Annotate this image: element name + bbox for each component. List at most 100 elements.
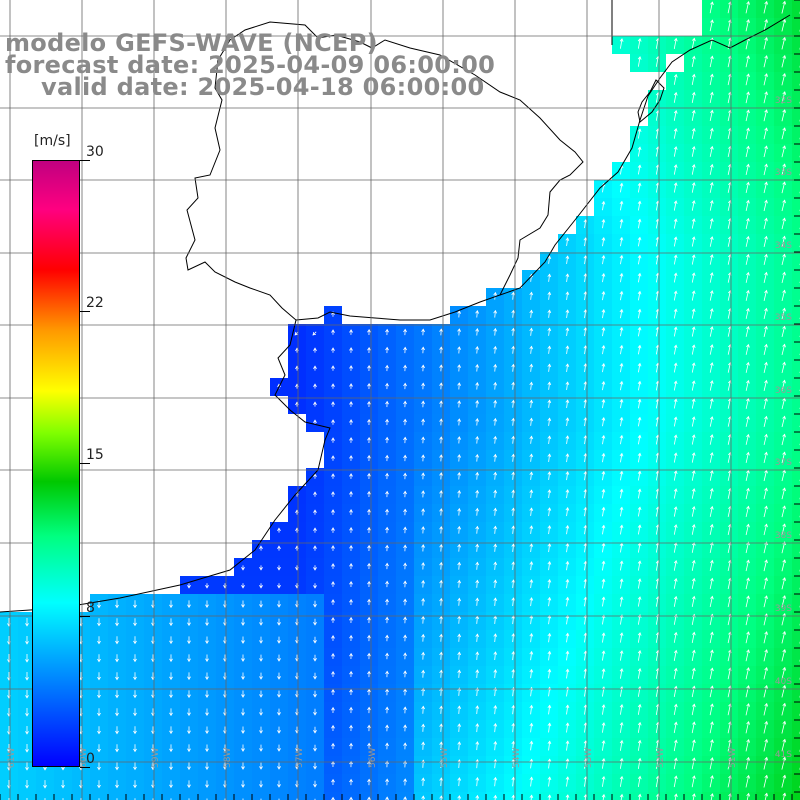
wind-arrow-head [313,640,317,644]
wind-arrow [476,346,478,354]
wind-arrow-head [565,489,570,493]
speed-cell [792,540,800,558]
wind-arrow-head [746,577,750,582]
wind-arrow [548,292,550,300]
wind-arrow [638,525,641,535]
wind-arrow-head [457,310,462,314]
wind-arrow [494,705,496,715]
wind-arrow [458,562,460,570]
lat-label: 40S [775,677,792,687]
wind-arrow-head [764,397,768,402]
wind-arrow-head [294,331,299,336]
wind-arrow-head [313,509,317,513]
wind-arrow-head [367,760,371,765]
wind-arrow [745,92,749,104]
wind-arrow [566,705,569,715]
wind-arrow [781,541,786,554]
lat-label: 32S [775,96,792,106]
wind-arrow-head [511,417,516,422]
wind-arrow-head [313,567,317,571]
wind-arrow [781,37,786,50]
wind-arrow [763,488,767,500]
wind-arrow-head [782,774,787,779]
wind-arrow [745,1,750,14]
wind-arrow-head [637,650,642,654]
wind-arrow-head [710,73,714,78]
wind-arrow [727,775,731,788]
wind-arrow [745,110,749,122]
wind-arrow-head [782,181,786,186]
wind-arrow-head [511,435,516,440]
wind-arrow-head [385,436,389,441]
wind-arrow-head [746,774,750,779]
wind-arrow-head [259,567,263,571]
speed-cell [792,774,800,792]
wind-arrow [673,417,677,427]
wind-arrow-head [277,784,281,788]
wind-arrow-head [547,381,552,386]
wind-arrow-head [475,453,480,458]
wind-arrow-head [565,273,570,277]
wind-arrow [620,704,623,715]
wind-arrow [709,308,713,319]
wind-arrow [673,470,677,481]
wind-arrow [566,310,569,319]
wind-arrow-head [565,632,570,637]
wind-arrow-head [331,419,335,423]
wind-arrow-head [764,595,768,599]
wind-arrow-head [385,796,389,800]
wind-arrow [458,490,460,498]
wind-arrow-head [692,703,696,708]
wind-arrow-head [782,343,786,348]
wind-arrow-head [313,694,317,698]
wind-arrow [566,633,569,643]
model-title: modelo GEFS-WAVE (NCEP) [5,29,378,57]
wind-arrow-head [637,182,642,187]
wind-arrow [602,525,605,535]
wind-arrow-head [709,272,714,276]
wind-arrow-head [637,452,642,457]
wind-arrow [691,381,695,391]
wind-arrow [745,470,749,481]
wind-arrow-head [692,757,696,762]
wind-arrow-head [493,722,498,727]
wind-arrow [763,91,768,104]
lon-label: 56W [368,748,378,768]
wind-arrow-head [764,541,768,546]
wind-arrow-head [421,705,426,710]
wind-arrow [745,308,749,319]
wind-arrow [638,291,641,301]
wind-arrow [548,328,550,336]
wind-arrow [602,399,605,409]
wind-arrow-head [457,543,462,548]
wind-arrow-head [673,739,678,744]
wind-arrow [530,615,533,625]
wind-arrow-head [692,649,696,654]
wind-arrow-head [205,694,209,698]
wind-arrow-head [710,685,714,690]
wind-arrow [745,631,749,644]
wind-arrow [727,128,731,140]
wind-arrow-head [457,472,462,476]
wind-arrow-head [583,614,588,619]
wind-arrow [548,507,551,517]
wind-arrow-head [746,397,750,402]
wind-arrow-head [313,712,317,716]
wind-arrow [763,434,767,446]
wind-arrow-head [349,329,353,333]
wind-arrow-head [511,381,516,386]
wind-arrow-head [421,633,426,638]
wind-arrow-head [583,524,588,529]
wind-arrow [458,436,460,444]
wind-arrow [602,561,605,571]
wind-arrow-head [746,469,750,474]
wind-arrow [727,703,731,716]
speed-cell [792,306,800,324]
wind-arrow-head [259,712,263,716]
wind-arrow-head [583,399,588,403]
wind-arrow-head [673,380,678,385]
wind-arrow-head [421,651,426,656]
wind-arrow-head [529,597,534,601]
wind-arrow [655,507,659,517]
